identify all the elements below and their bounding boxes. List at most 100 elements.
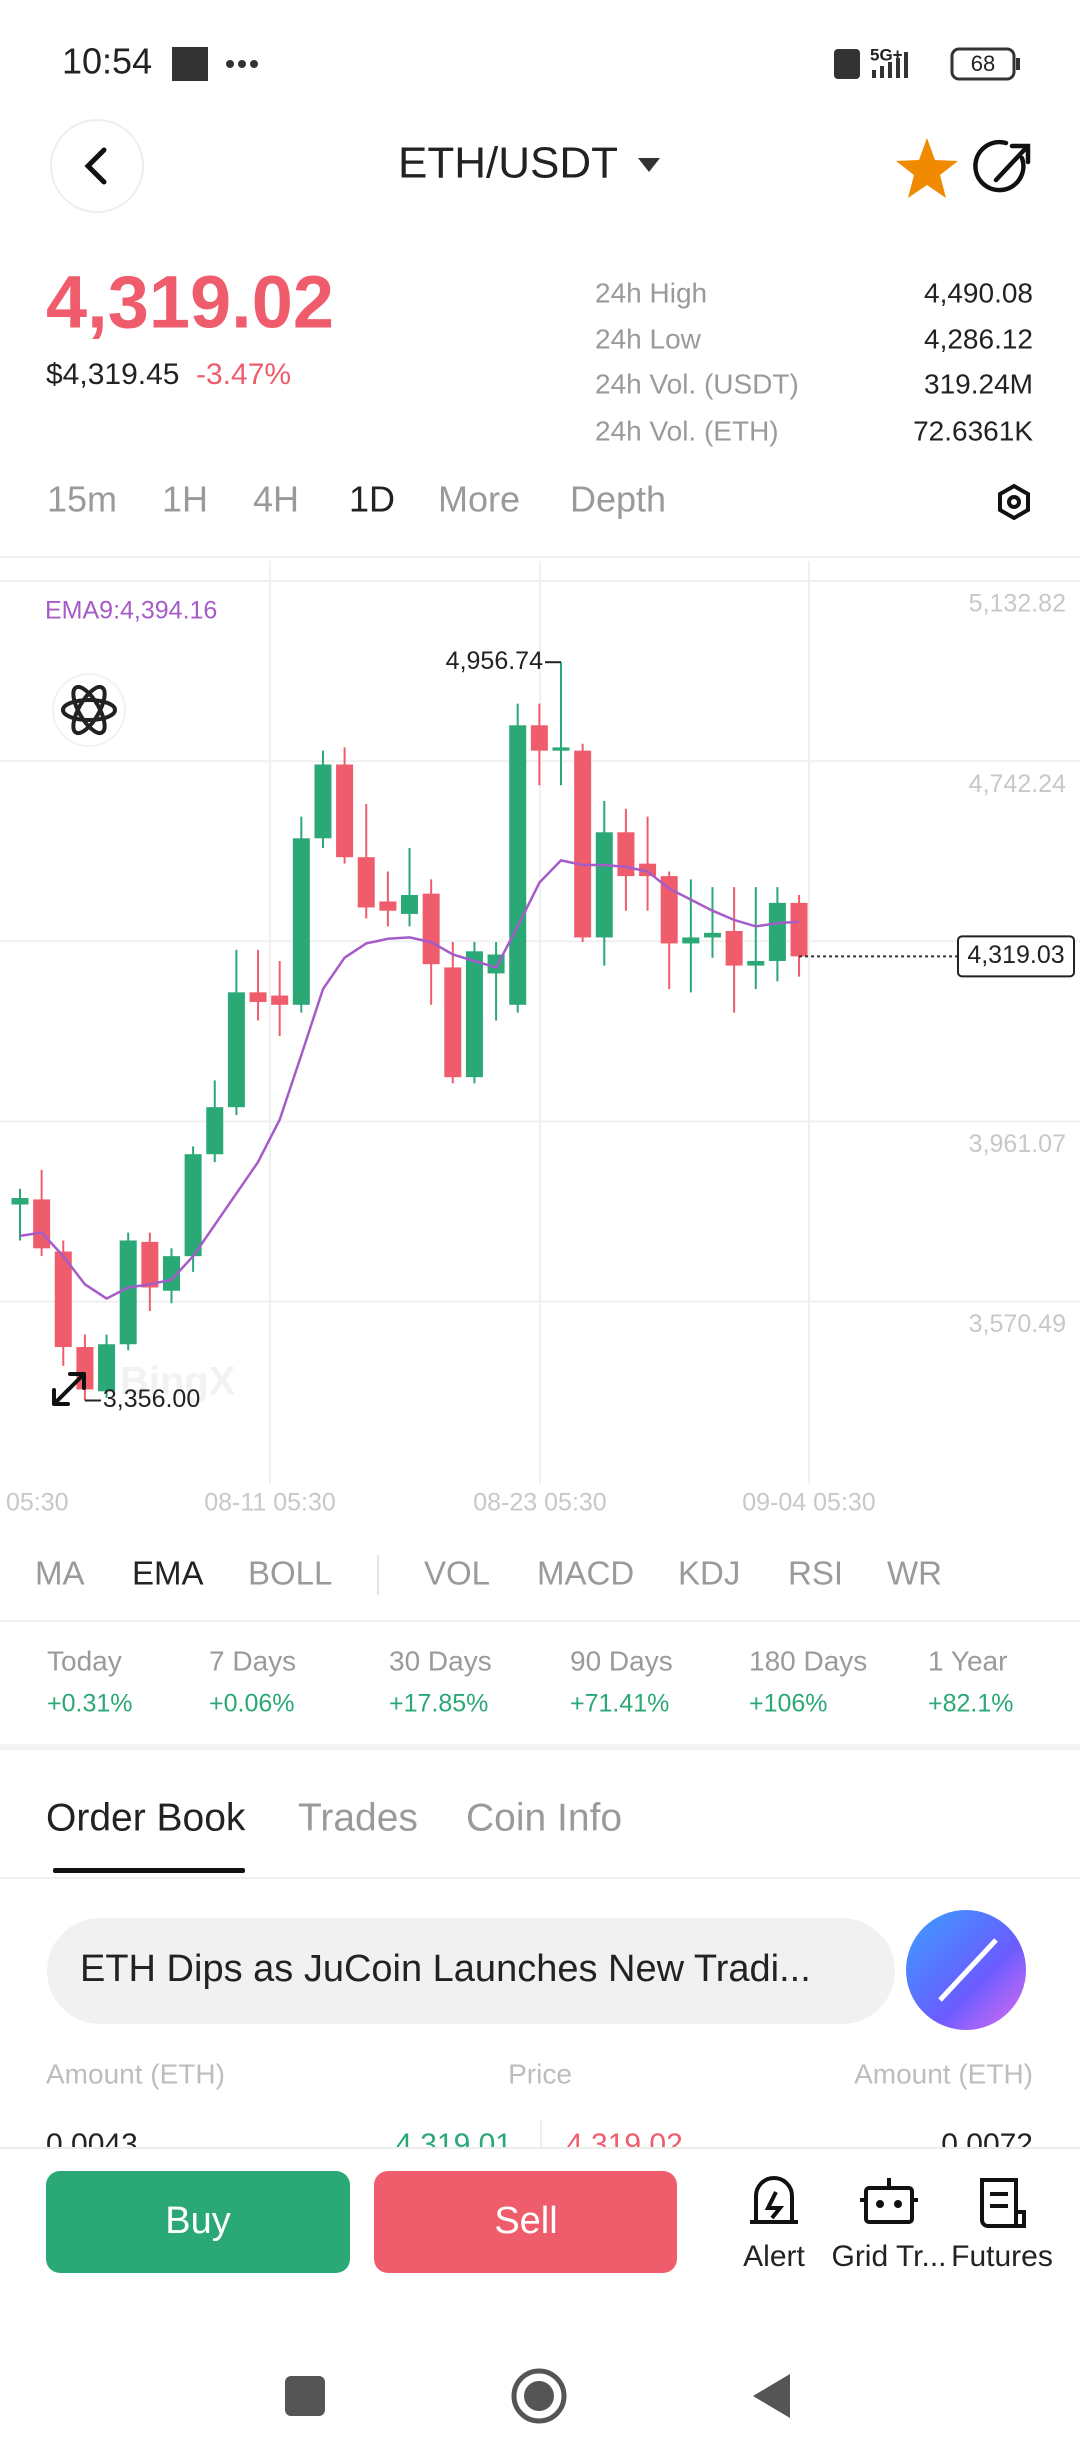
back-button[interactable] — [50, 119, 144, 213]
period-label: 30 Days — [389, 1645, 492, 1676]
stat-value: 4,286.12 — [924, 323, 1033, 354]
candle-body — [790, 902, 808, 957]
indicator-tab[interactable]: WR — [887, 1555, 942, 1592]
ob-header: Price — [508, 2058, 572, 2089]
indicator-label: EMA9:4,394.16 — [45, 597, 217, 625]
x-tick-label: 08-23 05:30 — [473, 1489, 606, 1517]
atom-icon[interactable] — [52, 673, 126, 747]
timeframe[interactable]: 1H — [162, 479, 208, 520]
divider — [0, 1877, 1080, 1879]
timeframes: 15m 1H 4H 1D More Depth — [47, 479, 666, 520]
tab[interactable]: Order Book — [46, 1796, 246, 1839]
indicator-divider — [377, 1555, 379, 1595]
indicator-tab[interactable]: EMA — [132, 1555, 204, 1592]
timeframe[interactable]: Depth — [570, 479, 666, 520]
news-text[interactable]: ETH Dips as JuCoin Launches New Tradi... — [80, 1948, 811, 1990]
timeframe[interactable]: 4H — [253, 479, 299, 520]
pair-title[interactable]: ETH/USDT — [398, 139, 618, 188]
candle-body — [33, 1199, 51, 1249]
time: 10:54 — [62, 41, 152, 82]
grid-icon[interactable] — [860, 2178, 918, 2224]
indicator-tab[interactable]: BOLL — [248, 1555, 332, 1592]
indicator-tabs: MA EMA BOLL VOL MACD KDJ RSI WR — [35, 1555, 942, 1592]
y-tick-label: 3,570.49 — [969, 1310, 1066, 1338]
x-tick-label: 05:30 — [6, 1489, 69, 1517]
share[interactable] — [973, 139, 1031, 193]
ob-header: Amount (ETH) — [46, 2058, 225, 2089]
ob-divider — [540, 2120, 542, 2150]
candle-body — [682, 937, 700, 944]
stat-label: 24h High — [595, 277, 707, 308]
candle-body — [357, 857, 375, 908]
timeframe[interactable]: 1D — [349, 479, 395, 520]
signal — [872, 52, 908, 78]
candle-body — [336, 764, 354, 858]
nav-recents[interactable] — [285, 2376, 325, 2416]
period-label: Today — [47, 1645, 122, 1676]
x-tick-label: 08-11 05:30 — [204, 1489, 336, 1517]
nav-home[interactable] — [511, 2368, 567, 2424]
performance: Today +0.31% 7 Days +0.06% 30 Days +17.85% 90 … — [47, 1645, 1014, 1717]
candle-body — [422, 893, 440, 965]
nav-back[interactable] — [753, 2374, 790, 2418]
futures-icon[interactable] — [980, 2178, 1026, 2228]
timeframe[interactable]: 15m — [47, 479, 117, 520]
more-dots — [226, 60, 258, 68]
candle-body — [54, 1251, 72, 1348]
candle-body — [595, 832, 613, 938]
indicator-tab[interactable]: VOL — [424, 1555, 490, 1592]
sell-button[interactable] — [374, 2171, 677, 2273]
news-banner[interactable] — [47, 1918, 895, 2024]
low-label: 3,356.00 — [103, 1385, 200, 1413]
buy-label[interactable]: Buy — [165, 2200, 230, 2242]
divider — [0, 1620, 1080, 1622]
section-gap — [0, 1744, 1080, 1750]
ob-header: Amount (ETH) — [854, 2058, 1033, 2089]
candle-body — [249, 992, 267, 1003]
period-label: 1 Year — [928, 1645, 1007, 1676]
tab[interactable]: Trades — [298, 1796, 418, 1839]
period-change: +0.06% — [209, 1690, 295, 1718]
candle-body — [552, 747, 570, 751]
period-label: 7 Days — [209, 1645, 296, 1676]
candle-body — [639, 863, 657, 877]
candlestick-chart: BingX5,132.824,742.244,351.663,961.073,5… — [0, 561, 1080, 1517]
candle-body — [444, 967, 462, 1078]
candle-body — [465, 951, 483, 1078]
candle-body — [617, 832, 635, 877]
indicator-tab[interactable]: RSI — [788, 1555, 843, 1592]
candle-body — [227, 992, 245, 1108]
tool-label[interactable]: Grid Tr... — [831, 2240, 946, 2273]
watermark: BingX — [120, 1360, 236, 1404]
last-price: 4,319.02 — [46, 261, 334, 344]
battery-level: 68 — [971, 51, 995, 76]
sell-label[interactable]: Sell — [494, 2200, 557, 2242]
chart-settings[interactable] — [998, 483, 1030, 521]
favorite[interactable] — [896, 138, 958, 198]
indicator-tab[interactable]: KDJ — [678, 1555, 740, 1592]
high-label: 4,956.74 — [446, 647, 543, 675]
period-change: +17.85% — [389, 1690, 488, 1718]
candle-body — [141, 1241, 159, 1288]
tab[interactable]: Coin Info — [466, 1796, 622, 1839]
stat-label: 24h Vol. (USDT) — [595, 368, 799, 399]
candle-body — [574, 750, 592, 938]
candle-body — [530, 725, 548, 751]
indicator-tab[interactable]: MA — [35, 1555, 85, 1592]
dropdown — [638, 158, 660, 172]
price-change: -3.47% — [196, 358, 291, 391]
period-change: +82.1% — [928, 1690, 1014, 1718]
bottom-bar-edge — [0, 2147, 1080, 2149]
battery — [950, 47, 1016, 81]
tool-label[interactable]: Futures — [951, 2240, 1053, 2273]
tool-label[interactable]: Alert — [743, 2240, 805, 2273]
alert-icon[interactable] — [750, 2176, 798, 2224]
indicator-tab[interactable]: MACD — [537, 1555, 634, 1592]
battery-tip — [1016, 58, 1020, 70]
tab-underline — [53, 1868, 245, 1873]
timeframe[interactable]: More — [438, 479, 520, 520]
expand-icon[interactable] — [52, 1372, 86, 1406]
buy-button[interactable] — [46, 2171, 350, 2273]
status-icon — [172, 47, 208, 81]
